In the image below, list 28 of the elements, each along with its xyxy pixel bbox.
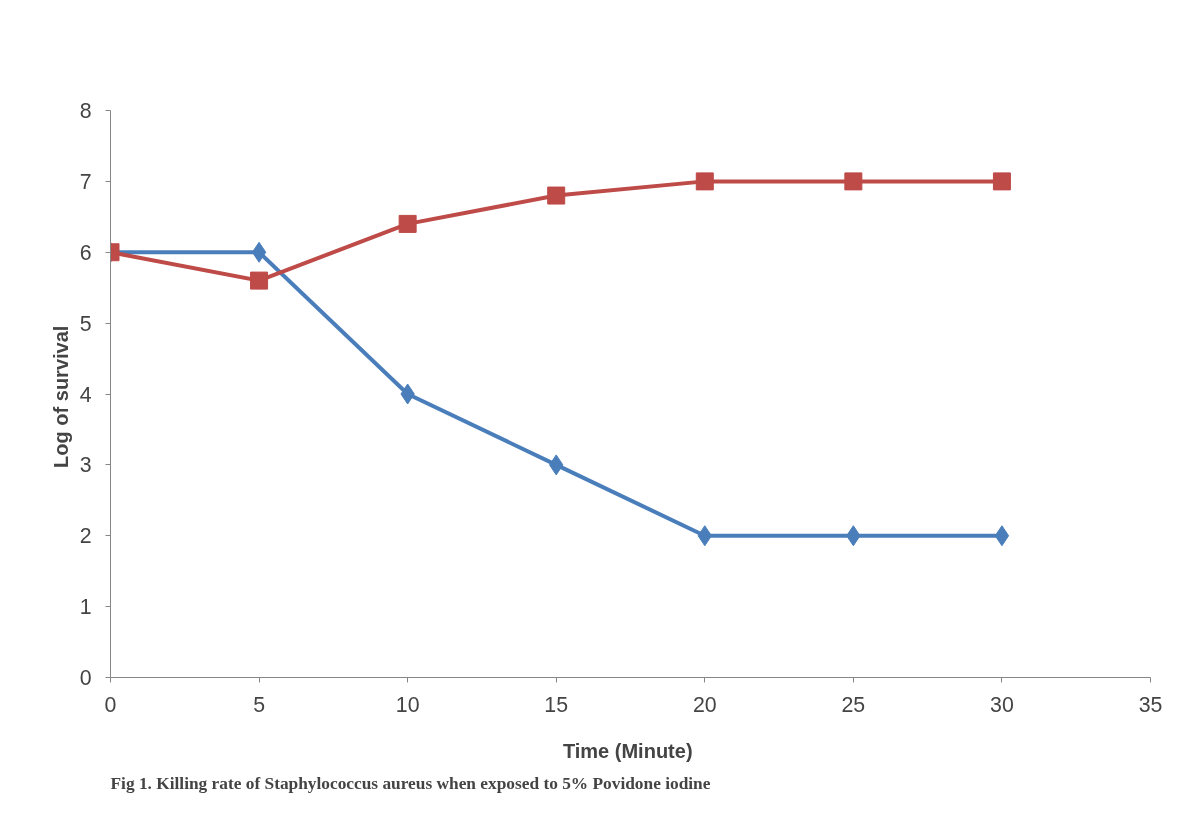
y-tick-label: 6 [79, 240, 92, 265]
x-tick-label: 30 [990, 692, 1014, 717]
point [251, 241, 267, 263]
x-tick-label: 35 [1138, 692, 1163, 717]
x-tick-label: 20 [692, 692, 717, 717]
x-tick-label: 5 [253, 692, 266, 717]
x-tick-label: 10 [395, 692, 420, 717]
y-tick-label: 1 [79, 595, 92, 620]
y-tick-label: 8 [79, 99, 92, 123]
y-tick-label: 2 [79, 524, 92, 549]
point [994, 525, 1010, 547]
x-tick-label: 15 [544, 692, 569, 717]
point [398, 214, 417, 233]
y-axis-title: Log of survival [49, 325, 72, 468]
y-tick-label: 5 [79, 311, 92, 336]
x-tick-label: 0 [104, 692, 117, 717]
y-tick-label: 3 [79, 453, 92, 478]
y-tick-label: 0 [79, 666, 92, 690]
point [992, 172, 1011, 191]
y-tick-label: 4 [79, 382, 92, 407]
x-tick-label: 25 [841, 692, 866, 717]
point [547, 186, 566, 205]
caption: Fig 1. Killing rate of Staphylococcus aureus when exposed to 5% Povidone iodine [110, 774, 711, 793]
point [250, 271, 269, 290]
point [844, 172, 863, 191]
y-tick-label: 7 [79, 169, 92, 194]
x-axis-title: Time (Minute) [562, 739, 693, 762]
point [695, 172, 714, 191]
